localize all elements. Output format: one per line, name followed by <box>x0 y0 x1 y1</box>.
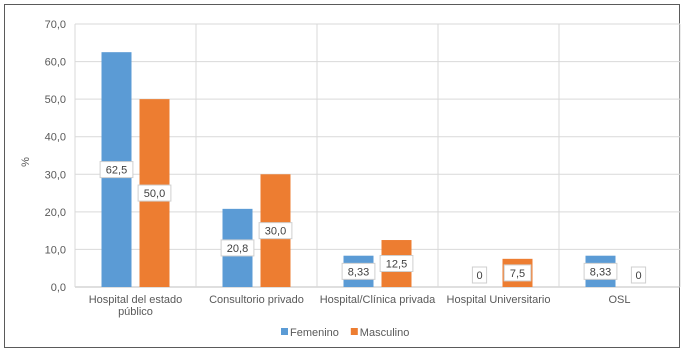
data-label: 12,5 <box>386 259 407 271</box>
x-tick-label: Hospital Universitario <box>447 294 551 306</box>
legend-swatch-masculino <box>351 328 358 335</box>
x-tick-label: Hospital/Clínica privada <box>320 294 436 306</box>
legend-label-masculino: Masculino <box>360 327 410 339</box>
data-label: 30,0 <box>265 226 286 238</box>
y-tick-label: 40,0 <box>45 132 66 144</box>
data-label: 7,5 <box>510 268 525 280</box>
legend-label-femenino: Femenino <box>290 327 339 339</box>
data-label: 8,33 <box>348 266 369 278</box>
x-tick-label: OSL <box>608 294 630 306</box>
y-tick-label: 70,0 <box>45 19 66 31</box>
x-tick-label: Consultorio privado <box>209 294 304 306</box>
legend-swatch-femenino <box>281 328 288 335</box>
x-tick-label: Hospital del estado <box>89 294 183 306</box>
data-label: 62,5 <box>106 165 127 177</box>
data-label: 20,8 <box>227 243 248 255</box>
y-tick-label: 30,0 <box>45 169 66 181</box>
y-tick-label: 20,0 <box>45 207 66 219</box>
y-tick-label: 0,0 <box>51 282 66 294</box>
y-tick-label: 50,0 <box>45 94 66 106</box>
chart-frame: 0,0 10,0 20,0 30,0 40,0 50,0 60,0 70,0% 62,5 20,8… <box>4 4 680 348</box>
data-label: 0 <box>476 270 482 282</box>
bar-chart: 0,0 10,0 20,0 30,0 40,0 50,0 60,0 70,0% 62,5 20,8… <box>5 5 681 349</box>
data-label: 8,33 <box>590 266 611 278</box>
data-label: 50,0 <box>144 188 165 200</box>
y-tick-label: 60,0 <box>45 57 66 69</box>
y-tick-label: 10,0 <box>45 244 66 256</box>
data-label: 0 <box>635 270 641 282</box>
x-tick-label: público <box>118 306 153 318</box>
y-axis-label: % <box>20 157 32 167</box>
